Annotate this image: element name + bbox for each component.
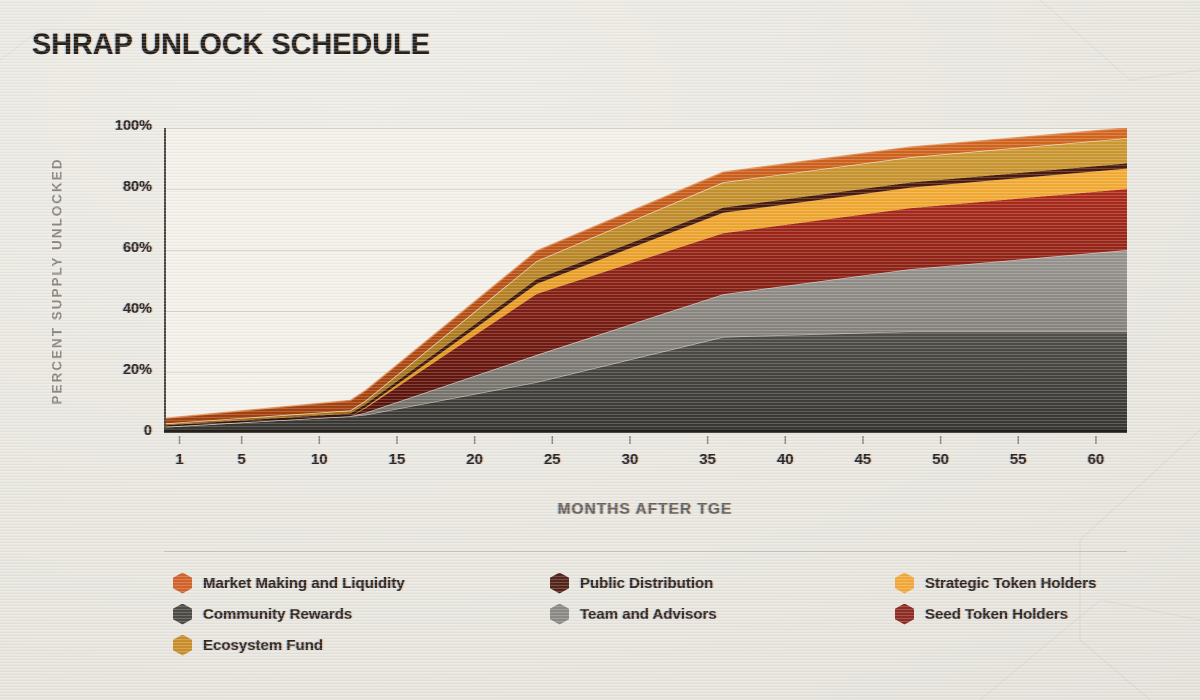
stacked-area-chart bbox=[164, 128, 1127, 444]
page-title: SHRAP UNLOCK SCHEDULE bbox=[32, 28, 430, 61]
x-tick-label: 45 bbox=[854, 451, 872, 468]
x-tick-label: 15 bbox=[388, 451, 406, 468]
legend-item: Public Distribution bbox=[550, 572, 895, 594]
legend-item: Community Rewards bbox=[173, 603, 550, 625]
y-tick-label: 0 bbox=[143, 423, 152, 439]
y-tick-label: 40% bbox=[122, 301, 152, 317]
hexagon-swatch-icon bbox=[173, 572, 192, 594]
x-tick-label: 60 bbox=[1087, 451, 1105, 468]
y-tick-label: 100% bbox=[114, 118, 152, 134]
x-tick-label: 35 bbox=[699, 451, 716, 468]
legend-item: Market Making and Liquidity bbox=[173, 572, 550, 594]
x-tick-label: 25 bbox=[543, 451, 561, 468]
hexagon-swatch-icon bbox=[895, 572, 914, 594]
legend-item: Seed Token Holders bbox=[895, 603, 1173, 625]
legend-item-label: Market Making and Liquidity bbox=[203, 574, 405, 592]
hexagon-swatch-icon bbox=[173, 634, 192, 656]
x-tick-label: 1 bbox=[175, 451, 184, 468]
legend-item-label: Public Distribution bbox=[580, 574, 714, 592]
area-band-strategic-token-holders bbox=[164, 168, 1127, 427]
legend-item-label: Seed Token Holders bbox=[925, 605, 1069, 623]
area-band-ecosystem-fund bbox=[164, 138, 1127, 426]
y-tick-label: 20% bbox=[122, 362, 152, 378]
hexagon-swatch-icon bbox=[550, 603, 569, 625]
band-top-edge-market-making-and-liquidity bbox=[164, 128, 1127, 420]
y-tick-label: 80% bbox=[122, 179, 152, 195]
legend-item-label: Ecosystem Fund bbox=[203, 636, 324, 654]
x-tick-label: 50 bbox=[932, 451, 949, 468]
legend-divider-line bbox=[164, 551, 1127, 552]
legend-item-label: Team and Advisors bbox=[580, 605, 717, 623]
legend-item: Ecosystem Fund bbox=[173, 634, 550, 656]
y-axis-label: PERCENT SUPPLY UNLOCKED bbox=[49, 157, 65, 405]
area-band-team-and-advisors bbox=[164, 250, 1127, 427]
legend-item: Team and Advisors bbox=[550, 603, 895, 625]
x-axis-label: MONTHS AFTER TGE bbox=[557, 501, 733, 518]
legend-item-label: Community Rewards bbox=[203, 605, 353, 623]
area-band-seed-token-holders bbox=[164, 189, 1127, 427]
hexagon-swatch-icon bbox=[173, 603, 192, 625]
x-tick-label: 20 bbox=[466, 451, 483, 468]
y-tick-label: 60% bbox=[122, 240, 152, 256]
hexagon-swatch-icon bbox=[895, 603, 914, 625]
legend: Market Making and Liquidity Public Distri… bbox=[173, 572, 1173, 656]
legend-item-label: Strategic Token Holders bbox=[925, 574, 1097, 592]
legend-item: Strategic Token Holders bbox=[895, 572, 1173, 594]
x-tick-label: 40 bbox=[776, 451, 794, 468]
hexagon-swatch-icon bbox=[550, 572, 569, 594]
x-tick-label: 55 bbox=[1009, 451, 1027, 468]
x-tick-label: 30 bbox=[621, 451, 639, 468]
x-tick-label: 5 bbox=[237, 451, 246, 468]
x-tick-label: 10 bbox=[310, 451, 328, 468]
